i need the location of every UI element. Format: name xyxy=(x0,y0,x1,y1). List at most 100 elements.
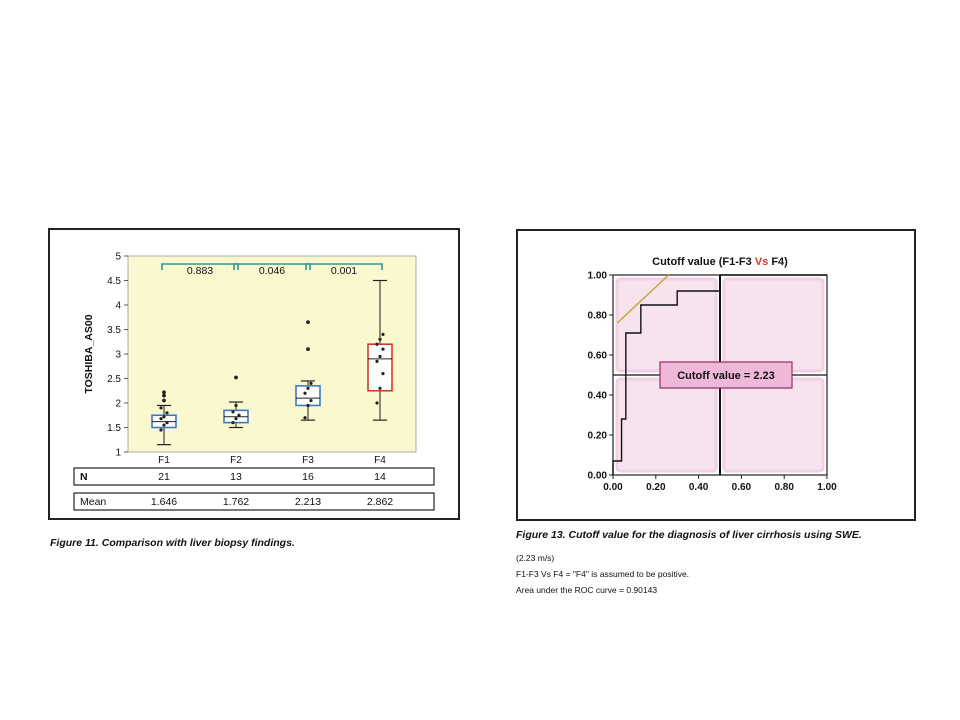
table-cell: 1.646 xyxy=(151,496,177,508)
figure-13-note-positive: F1-F3 Vs F4 = "F4" is assumed to be posi… xyxy=(516,569,690,579)
data-point xyxy=(375,359,379,363)
y-tick-label: 4 xyxy=(115,301,121,312)
outlier-point xyxy=(162,390,166,395)
data-point xyxy=(237,413,241,417)
outlier-point xyxy=(234,375,238,380)
data-point xyxy=(234,403,238,408)
data-point xyxy=(303,416,307,420)
box xyxy=(367,343,393,392)
data-point xyxy=(306,403,310,408)
table-cell: 2.862 xyxy=(367,496,393,508)
y-tick-label: 0.20 xyxy=(588,431,608,442)
y-tick-label: 2.5 xyxy=(107,374,121,385)
table-row xyxy=(73,492,435,511)
p-value-bracket xyxy=(161,263,239,270)
box-group-F2: F2 xyxy=(223,375,249,466)
roc-chart: Cutoff value (F1-F3 Vs F4) 0.00 0.20 0.40 0.… xyxy=(588,256,838,493)
y-tick-label: 0.00 xyxy=(588,471,608,482)
y-tick-label: 0.60 xyxy=(588,351,608,362)
data-point xyxy=(309,381,313,385)
table-cell: 14 xyxy=(374,471,386,483)
x-tick-label: 0.00 xyxy=(603,482,623,493)
figure-13-panel: Cutoff value (F1-F3 Vs F4) 0.00 0.20 0.40 0.… xyxy=(516,229,916,521)
data-point xyxy=(159,417,163,421)
y-tick-label: 1 xyxy=(115,448,121,459)
data-point xyxy=(375,401,379,405)
box-group-F3: F3 xyxy=(295,320,321,466)
data-point xyxy=(381,347,385,351)
p-value-bracket xyxy=(305,263,383,270)
tangent-line xyxy=(616,274,670,324)
y-tick-label: 3 xyxy=(115,350,121,361)
quadrant-shade xyxy=(722,277,825,373)
outlier-point xyxy=(162,393,166,398)
x-tick-label: 0.80 xyxy=(774,482,794,493)
outlier-point xyxy=(306,347,310,351)
x-tick-label: 0.60 xyxy=(732,482,752,493)
data-point xyxy=(231,421,235,425)
quadrant-shade xyxy=(615,277,718,373)
data-point xyxy=(381,372,385,376)
chart-title: Cutoff value (F1-F3 Vs F4) xyxy=(652,256,788,268)
table-cell: 1.762 xyxy=(223,496,249,508)
x-tick-label: F2 xyxy=(230,455,242,466)
data-point xyxy=(159,428,163,432)
data-point xyxy=(375,342,379,346)
x-tick-label: 0.20 xyxy=(646,482,666,493)
chart-title-vs: Vs xyxy=(755,256,768,268)
y-tick-label: 3.5 xyxy=(107,325,121,336)
outlier-point xyxy=(306,320,310,325)
data-point xyxy=(378,354,382,359)
x-tick-label: F1 xyxy=(158,455,170,466)
x-tick-label: 1.00 xyxy=(817,482,837,493)
quadrant-shade xyxy=(722,377,825,473)
data-point xyxy=(162,423,166,427)
annotation-box xyxy=(659,361,793,389)
y-tick-label: 2 xyxy=(115,399,121,410)
data-point xyxy=(231,410,235,414)
table-cell: 16 xyxy=(302,471,314,483)
data-point xyxy=(306,386,310,390)
p-value-bracket xyxy=(233,263,311,270)
quadrant-shade xyxy=(615,377,718,473)
table-cell: 21 xyxy=(158,471,170,483)
p-value-label: 0.001 xyxy=(331,265,357,277)
annotation-label: Cutoff value = 2.23 xyxy=(677,370,775,382)
p-value-label: 0.883 xyxy=(187,265,213,277)
data-point xyxy=(378,386,382,390)
table-cell: 2.213 xyxy=(295,496,321,508)
chart-title-part: Cutoff value (F1-F3 xyxy=(652,256,755,268)
chart-title-part: F4) xyxy=(768,256,788,268)
table-row-label: Mean xyxy=(80,496,106,508)
table-row xyxy=(73,467,435,486)
data-point xyxy=(165,411,169,415)
data-point xyxy=(303,391,307,395)
y-tick-label: 0.40 xyxy=(588,391,608,402)
figure-13-note-unit: (2.23 m/s) xyxy=(516,553,555,563)
data-point xyxy=(378,337,382,341)
outlier-point xyxy=(162,398,166,403)
y-tick-label: 5 xyxy=(115,252,121,263)
data-point xyxy=(162,415,166,419)
x-tick-label: F3 xyxy=(302,455,314,466)
table-cell: 13 xyxy=(230,471,242,483)
box-group-F4: F4 xyxy=(367,279,393,466)
roc-curve xyxy=(612,274,827,475)
y-tick-label: 1.00 xyxy=(588,271,608,282)
data-point xyxy=(309,398,313,403)
data-point xyxy=(381,332,385,336)
p-value-label: 0.046 xyxy=(259,265,285,277)
y-tick-label: 1.5 xyxy=(107,423,121,434)
y-axis-label: TOSHIBA_AS00 xyxy=(83,314,95,393)
x-tick-label: 0.40 xyxy=(689,482,709,493)
y-tick-label: 0.80 xyxy=(588,311,608,322)
data-point xyxy=(159,406,163,410)
data-point xyxy=(165,421,169,425)
table-row-label: N xyxy=(80,471,88,483)
figure-13-note-auc: Area under the ROC curve = 0.90143 xyxy=(516,585,658,595)
figure-13-caption: Figure 13. Cutoff value for the diagnosi… xyxy=(516,529,862,541)
figure-11-panel: 1 1.5 2 2.5 3 3.5 4 4.5 5 TOSHIBA_AS00 0.883 0.046 0… xyxy=(48,228,460,520)
boxplot-chart: 1 1.5 2 2.5 3 3.5 4 4.5 5 TOSHIBA_AS00 0.883 0.046 0… xyxy=(73,252,435,511)
x-tick-label: F4 xyxy=(374,455,386,466)
box-group-F1: F1 xyxy=(151,390,177,466)
